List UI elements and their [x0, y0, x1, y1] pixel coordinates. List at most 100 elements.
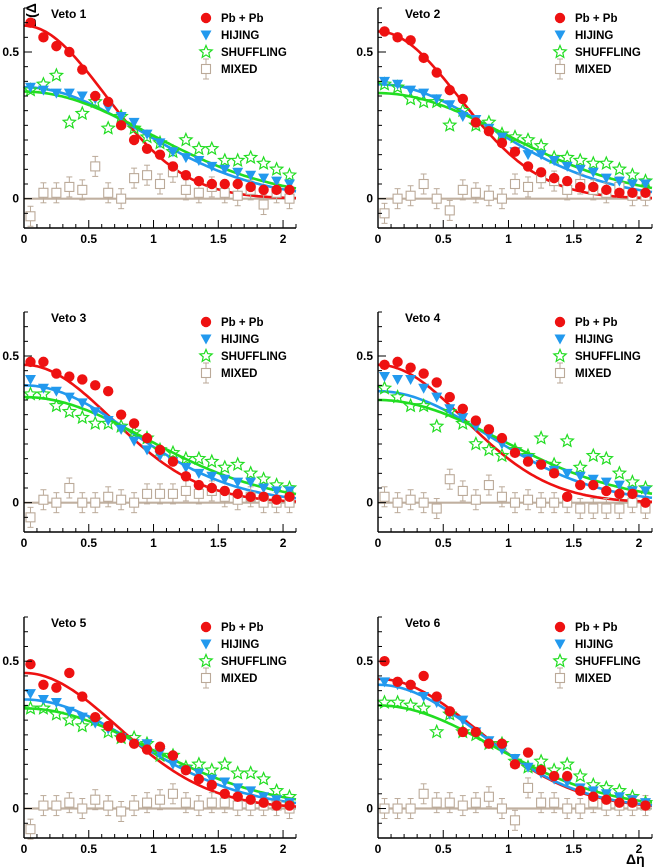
- point-mixed: [64, 181, 75, 192]
- point-mixed: [90, 161, 101, 172]
- point-hijing: [232, 783, 244, 794]
- point-hijing: [418, 692, 430, 703]
- point-shuffling: [389, 79, 406, 94]
- point-hijing: [258, 173, 270, 184]
- point-mixed: [141, 488, 153, 499]
- point-pbpb: [561, 175, 573, 187]
- legend-label-pbpb: Pb + Pb: [221, 317, 264, 329]
- point-shuffling: [585, 447, 602, 463]
- point-mixed: [575, 503, 586, 514]
- legend-label-shuffling: SHUFFLING: [221, 656, 287, 668]
- point-mixed: [431, 503, 442, 514]
- point-shuffling: [48, 67, 65, 82]
- point-hijing: [587, 167, 599, 178]
- x-tick-label: 2: [280, 232, 287, 246]
- legend-marker-pbpb: [554, 621, 566, 633]
- point-shuffling: [389, 694, 406, 709]
- point-mixed: [51, 187, 62, 198]
- point-pbpb: [601, 184, 612, 196]
- point-mixed: [418, 178, 429, 190]
- point-hijing: [24, 689, 36, 700]
- point-mixed: [90, 497, 101, 508]
- point-hijing: [37, 695, 49, 706]
- point-shuffling: [48, 706, 65, 721]
- x-tick-label: 1.5: [210, 842, 227, 856]
- point-pbpb: [141, 432, 153, 444]
- point-hijing: [167, 147, 179, 158]
- point-pbpb: [77, 374, 88, 385]
- point-hijing: [76, 398, 88, 409]
- point-shuffling: [416, 93, 432, 109]
- point-mixed: [103, 800, 114, 811]
- point-pbpb: [379, 359, 390, 370]
- legend-marker-hijing: [200, 334, 212, 345]
- point-mixed: [536, 797, 547, 808]
- panel-veto-3: 0 0.5 1 1.5 2 0 0.5 Veto 3 Pb + Pb HIJING SHUFFLIN…: [2, 311, 298, 550]
- point-mixed: [258, 199, 269, 210]
- point-hijing: [600, 477, 612, 488]
- y-tick-label: 0: [12, 192, 19, 206]
- point-hijing: [639, 179, 651, 190]
- point-pbpb: [418, 368, 429, 379]
- point-mixed: [536, 497, 547, 508]
- point-shuffling: [243, 765, 259, 780]
- point-shuffling: [229, 152, 246, 168]
- point-hijing: [245, 786, 257, 797]
- point-hijing: [180, 153, 192, 164]
- point-shuffling: [376, 380, 393, 395]
- point-shuffling: [74, 717, 91, 733]
- point-mixed: [116, 193, 127, 204]
- point-hijing: [258, 792, 270, 803]
- point-mixed: [77, 184, 88, 195]
- point-mixed: [25, 824, 36, 835]
- point-pbpb: [90, 90, 101, 102]
- point-hijing: [639, 486, 651, 497]
- panel-title: Veto 5: [51, 616, 87, 630]
- point-hijing: [245, 170, 257, 181]
- point-mixed: [77, 497, 88, 508]
- point-mixed: [392, 803, 403, 814]
- point-pbpb: [128, 134, 140, 146]
- point-shuffling: [22, 82, 39, 97]
- point-pbpb: [535, 765, 547, 776]
- point-mixed: [470, 494, 481, 505]
- point-mixed: [444, 474, 455, 485]
- point-shuffling: [429, 418, 445, 433]
- point-shuffling: [126, 120, 142, 135]
- legend-label-shuffling: SHUFFLING: [575, 351, 641, 363]
- point-pbpb: [575, 181, 586, 193]
- point-mixed: [444, 205, 455, 216]
- point-pbpb: [627, 797, 638, 808]
- point-shuffling: [624, 167, 641, 182]
- point-shuffling: [533, 430, 549, 445]
- point-mixed: [457, 485, 468, 496]
- x-tick-label: 1: [505, 536, 512, 550]
- point-mixed: [25, 211, 36, 222]
- legend-label-shuffling: SHUFFLING: [221, 351, 287, 363]
- point-pbpb: [115, 409, 127, 420]
- point-pbpb: [627, 488, 638, 500]
- point-hijing: [418, 88, 430, 99]
- x-tick-label: 1: [150, 536, 157, 550]
- point-hijing: [76, 712, 88, 723]
- point-pbpb: [470, 117, 482, 128]
- point-mixed: [483, 480, 494, 491]
- point-shuffling: [87, 415, 103, 430]
- point-hijing: [219, 777, 231, 788]
- point-pbpb: [25, 17, 36, 28]
- point-hijing: [232, 167, 244, 178]
- point-hijing: [141, 129, 153, 140]
- point-mixed: [180, 485, 191, 496]
- point-shuffling: [242, 465, 259, 480]
- x-tick-label: 1.5: [210, 232, 227, 246]
- point-pbpb: [418, 52, 429, 64]
- legend-label-hijing: HIJING: [221, 639, 259, 651]
- legend-marker-pbpb: [200, 621, 212, 633]
- point-shuffling: [217, 459, 233, 474]
- point-mixed: [549, 797, 560, 808]
- point-pbpb: [206, 482, 218, 494]
- point-hijing: [431, 392, 443, 403]
- point-pbpb: [588, 181, 599, 193]
- point-mixed: [206, 797, 217, 808]
- point-mixed: [141, 170, 153, 181]
